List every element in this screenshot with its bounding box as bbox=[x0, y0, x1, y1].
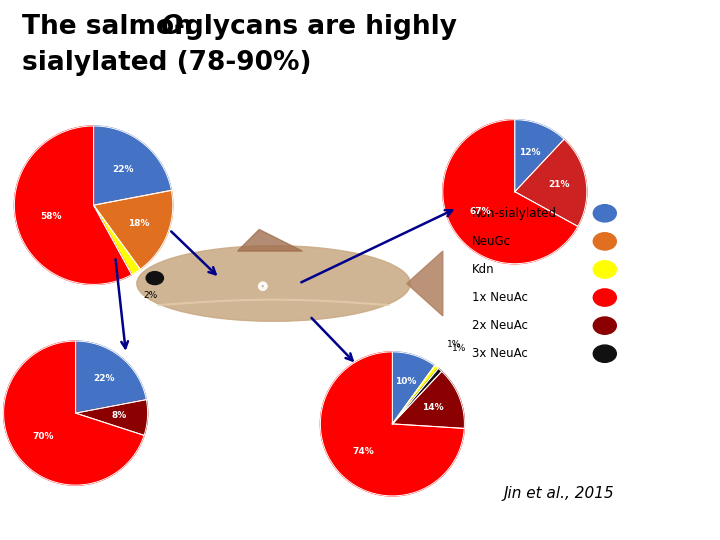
Circle shape bbox=[593, 233, 616, 250]
Ellipse shape bbox=[137, 246, 410, 321]
Polygon shape bbox=[443, 120, 578, 264]
Text: 1%: 1% bbox=[447, 340, 462, 349]
Polygon shape bbox=[407, 251, 443, 316]
Polygon shape bbox=[515, 120, 564, 192]
Text: Non-sialylated: Non-sialylated bbox=[472, 207, 557, 220]
Text: 14%: 14% bbox=[422, 403, 444, 413]
Text: 58%: 58% bbox=[40, 212, 62, 220]
Text: 70%: 70% bbox=[33, 432, 54, 441]
Polygon shape bbox=[14, 126, 132, 285]
Text: 74%: 74% bbox=[353, 447, 374, 456]
Text: Jin et al., 2015: Jin et al., 2015 bbox=[504, 486, 615, 501]
Text: sialylated (78-90%): sialylated (78-90%) bbox=[22, 50, 311, 76]
Text: 18%: 18% bbox=[128, 219, 150, 228]
Text: 67%: 67% bbox=[470, 207, 492, 217]
Circle shape bbox=[593, 289, 616, 306]
Polygon shape bbox=[94, 191, 173, 269]
Text: NeuGc: NeuGc bbox=[472, 235, 510, 248]
Circle shape bbox=[593, 317, 616, 334]
Circle shape bbox=[593, 261, 616, 278]
Circle shape bbox=[593, 345, 616, 362]
Text: The salmon: The salmon bbox=[22, 14, 202, 39]
Polygon shape bbox=[94, 205, 140, 275]
Polygon shape bbox=[76, 341, 146, 413]
Text: 22%: 22% bbox=[112, 165, 134, 174]
Polygon shape bbox=[392, 366, 438, 424]
Text: 10%: 10% bbox=[395, 377, 417, 386]
Polygon shape bbox=[320, 352, 464, 496]
Text: 8%: 8% bbox=[111, 411, 126, 420]
Polygon shape bbox=[392, 372, 464, 428]
Text: -glycans are highly: -glycans are highly bbox=[174, 14, 456, 39]
Text: 3x NeuAc: 3x NeuAc bbox=[472, 347, 527, 360]
Text: O: O bbox=[160, 14, 182, 39]
Text: 21%: 21% bbox=[548, 180, 570, 189]
Text: 22%: 22% bbox=[94, 374, 114, 383]
Circle shape bbox=[593, 205, 616, 222]
Text: 2x NeuAc: 2x NeuAc bbox=[472, 319, 528, 332]
Text: 1%: 1% bbox=[452, 344, 467, 353]
Text: 1x NeuAc: 1x NeuAc bbox=[472, 291, 528, 304]
Polygon shape bbox=[4, 341, 144, 485]
Text: 12%: 12% bbox=[519, 148, 541, 157]
Polygon shape bbox=[76, 400, 148, 435]
Polygon shape bbox=[94, 126, 171, 205]
Polygon shape bbox=[238, 230, 302, 251]
Polygon shape bbox=[392, 352, 435, 424]
Polygon shape bbox=[515, 139, 587, 226]
Circle shape bbox=[146, 272, 163, 285]
Polygon shape bbox=[392, 368, 441, 424]
Text: Kdn: Kdn bbox=[472, 263, 494, 276]
Text: 2%: 2% bbox=[144, 291, 158, 300]
